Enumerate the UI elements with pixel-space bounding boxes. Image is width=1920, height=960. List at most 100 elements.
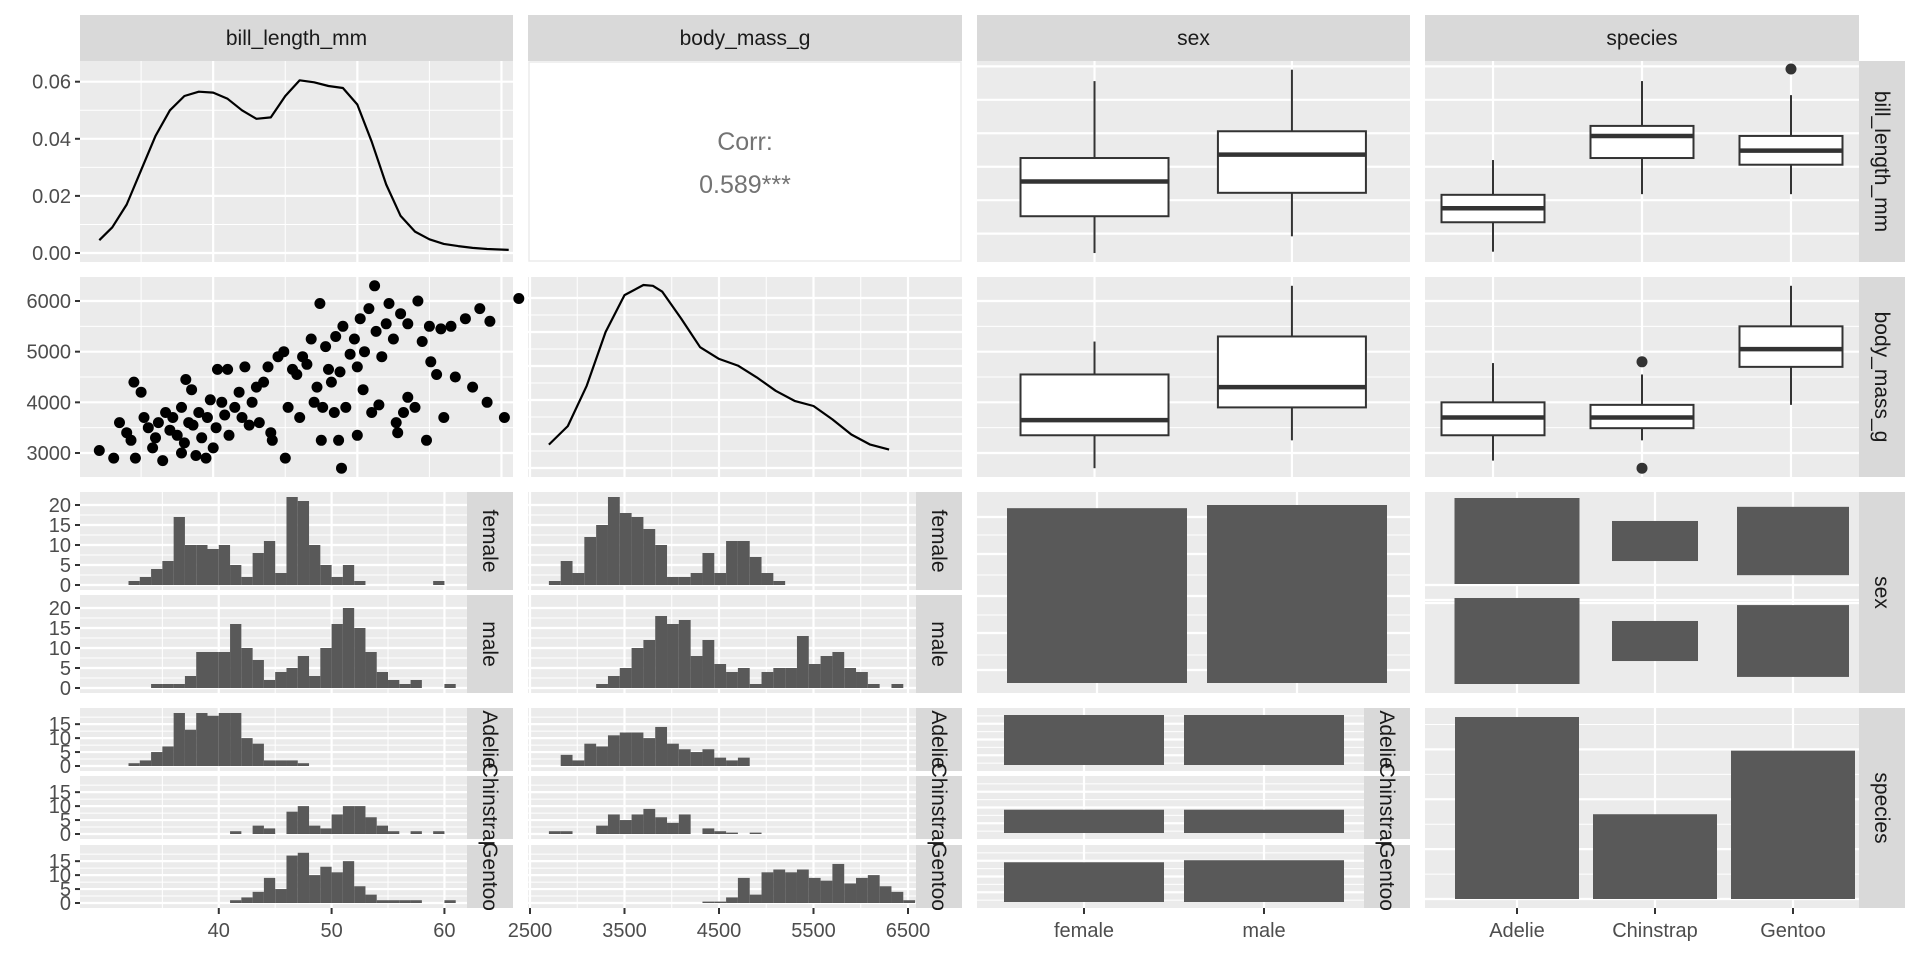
scatter-point <box>180 374 192 385</box>
bar-Adelie-male <box>1184 715 1344 765</box>
y-tick-label: 15 <box>49 515 71 537</box>
scatter-point <box>431 369 443 380</box>
scatter-point <box>373 399 385 411</box>
row-strip-sex <box>1859 492 1905 693</box>
histogram-bar <box>796 636 809 688</box>
histogram-bar <box>275 672 287 688</box>
histogram-bar <box>607 814 620 834</box>
histogram-bar <box>844 883 857 903</box>
histogram-bar <box>331 577 343 585</box>
histogram-bar <box>252 553 264 585</box>
histogram-bar <box>678 577 691 585</box>
y-tick-label: 5 <box>60 879 71 901</box>
histogram-bar <box>690 752 703 766</box>
histogram-bar <box>761 872 774 903</box>
bar-male-Adelie <box>1454 598 1580 684</box>
histogram-bar <box>309 676 321 688</box>
histogram-bar <box>560 831 573 834</box>
sub-strip-Chinstrap <box>467 776 513 839</box>
histogram-bar <box>796 869 809 903</box>
scatter-point <box>190 450 202 461</box>
x-tick-label: Chinstrap <box>1612 920 1698 942</box>
scatter-point <box>200 452 212 464</box>
scatter-point <box>229 401 241 413</box>
column-strip-label: sex <box>1177 27 1210 50</box>
histogram-bar <box>218 652 231 688</box>
bar-male <box>1207 505 1387 683</box>
scatter-point <box>219 409 231 421</box>
histogram-bar <box>643 529 656 585</box>
scatter-point <box>278 346 290 358</box>
box-female <box>1019 373 1170 437</box>
histogram-bar <box>737 541 750 585</box>
bar-female-Adelie <box>1454 498 1580 584</box>
scatter-point <box>340 401 352 413</box>
histogram-bar <box>207 549 219 585</box>
sub-strip-label: female <box>927 509 950 572</box>
x-tick-label: female <box>1054 920 1114 942</box>
y-tick-label: 5 <box>60 742 71 764</box>
histogram-bar <box>643 738 656 766</box>
y-tick-label: 10 <box>49 865 71 887</box>
histogram-bar <box>241 738 253 766</box>
histogram-bar <box>263 828 276 834</box>
histogram-bar <box>832 652 845 688</box>
sub-strip-label: Gentoo <box>478 842 501 911</box>
histogram-bar <box>773 581 786 585</box>
scatter-point <box>171 429 183 441</box>
scatter-point <box>236 412 248 423</box>
sub-strip-label: Adelie <box>1375 710 1398 768</box>
sub-strip-label: Chinstrap <box>927 763 950 853</box>
histogram-bar <box>275 889 287 903</box>
histogram-bar <box>275 760 287 766</box>
histogram-bar <box>173 713 185 766</box>
histogram-bar <box>263 541 276 585</box>
y-tick-label: 0 <box>60 824 71 846</box>
scatter-point <box>315 434 327 446</box>
scatter-point <box>266 434 278 446</box>
histogram-bar <box>286 668 298 688</box>
sub-strip-label: Chinstrap <box>478 763 501 853</box>
scatter-point <box>369 280 381 292</box>
x-tick-label: 5500 <box>791 920 836 942</box>
histogram-bar <box>286 497 298 585</box>
bar-Gentoo <box>1731 750 1855 899</box>
scatter-point <box>333 434 345 446</box>
histogram-bar <box>726 760 738 766</box>
histogram-bar <box>832 863 845 903</box>
scatter-point <box>282 401 294 413</box>
scatter-point <box>380 318 392 330</box>
x-tick-label: 60 <box>433 920 455 942</box>
histogram-bar <box>342 565 355 585</box>
scatter-point <box>246 396 258 408</box>
y-tick-label: 15 <box>49 714 71 736</box>
histogram-bar <box>856 877 868 903</box>
histogram-bar <box>218 545 231 585</box>
bar-male-Chinstrap <box>1612 620 1698 662</box>
scatter-point <box>354 313 366 325</box>
outlier-point <box>1636 356 1648 368</box>
scatter-point <box>467 381 479 393</box>
histogram-bar <box>820 656 833 688</box>
histogram-bar <box>331 624 343 688</box>
histogram-bar <box>184 729 197 766</box>
y-tick-label: 0 <box>60 756 71 778</box>
scatter-point <box>425 356 437 368</box>
y-tick-label: 0 <box>60 678 71 700</box>
histogram-bar <box>444 900 456 903</box>
histogram-bar <box>365 652 377 688</box>
y-tick-label: 4000 <box>27 392 72 414</box>
histogram-bar <box>678 620 691 688</box>
histogram-bar <box>667 624 679 688</box>
x-tick-label: male <box>1242 920 1285 942</box>
histogram-bar <box>410 900 422 903</box>
histogram-bar <box>297 852 310 903</box>
scatter-point <box>376 351 388 363</box>
scatter-point <box>416 336 428 347</box>
histogram-bar <box>410 831 422 834</box>
row-strip-bill_length_mm <box>1859 61 1905 262</box>
histogram-bar <box>867 684 880 688</box>
sub-strip-Adelie <box>467 708 513 771</box>
scatter-point <box>207 442 219 454</box>
histogram-bar <box>342 806 355 834</box>
